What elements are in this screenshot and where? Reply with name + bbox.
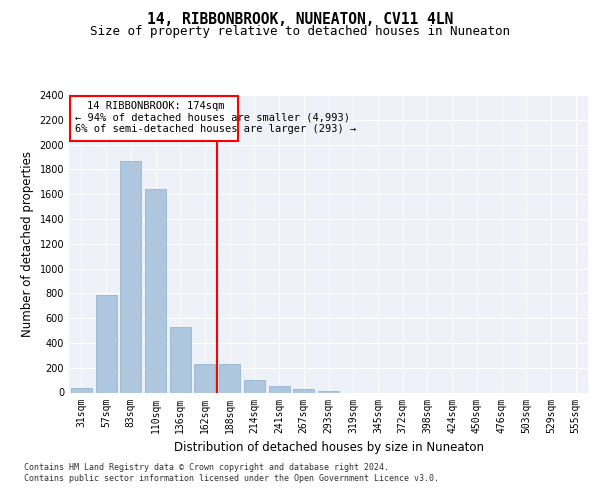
- Bar: [145, 189, 166, 392]
- FancyBboxPatch shape: [70, 96, 238, 141]
- Bar: [269, 386, 290, 392]
- Bar: [170, 327, 191, 392]
- Bar: [219, 364, 240, 392]
- Bar: [120, 160, 141, 392]
- Bar: [71, 388, 92, 392]
- X-axis label: Distribution of detached houses by size in Nuneaton: Distribution of detached houses by size …: [173, 441, 484, 454]
- Bar: [194, 364, 215, 392]
- Text: Size of property relative to detached houses in Nuneaton: Size of property relative to detached ho…: [90, 25, 510, 38]
- Y-axis label: Number of detached properties: Number of detached properties: [21, 151, 34, 337]
- Bar: [293, 389, 314, 392]
- Bar: [244, 380, 265, 392]
- Text: 14, RIBBONBROOK, NUNEATON, CV11 4LN: 14, RIBBONBROOK, NUNEATON, CV11 4LN: [147, 12, 453, 28]
- Text: 6% of semi-detached houses are larger (293) →: 6% of semi-detached houses are larger (2…: [75, 124, 356, 134]
- Text: ← 94% of detached houses are smaller (4,993): ← 94% of detached houses are smaller (4,…: [75, 112, 350, 122]
- Text: Contains HM Land Registry data © Crown copyright and database right 2024.: Contains HM Land Registry data © Crown c…: [24, 462, 389, 471]
- Text: Contains public sector information licensed under the Open Government Licence v3: Contains public sector information licen…: [24, 474, 439, 483]
- Text: 14 RIBBONBROOK: 174sqm: 14 RIBBONBROOK: 174sqm: [87, 101, 224, 111]
- Bar: [95, 294, 116, 392]
